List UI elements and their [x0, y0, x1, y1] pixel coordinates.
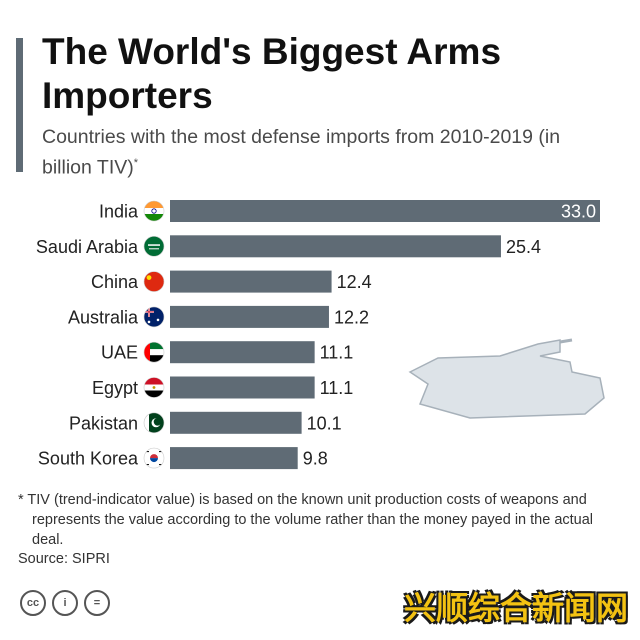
- value-label: 25.4: [506, 237, 541, 257]
- bar: [170, 235, 501, 258]
- australia-flag-icon: [143, 306, 165, 328]
- no-derivatives-icon[interactable]: =: [84, 590, 110, 616]
- value-label: 11.1: [320, 378, 354, 398]
- watermark: 兴顺综合新闻网: [403, 589, 628, 627]
- page-title: The World's Biggest Arms Importers: [42, 31, 502, 116]
- subtitle-text: Countries with the most defense imports …: [42, 126, 561, 179]
- category-label: Pakistan: [69, 413, 138, 433]
- bar: [170, 376, 315, 399]
- cc-icon[interactable]: cc: [20, 590, 46, 616]
- category-label: South Korea: [38, 449, 139, 469]
- category-label: India: [99, 202, 139, 222]
- footnote: * TIV (trend-indicator value) is based o…: [18, 490, 618, 550]
- bar: [170, 305, 329, 328]
- footnote-text: * TIV (trend-indicator value) is based o…: [18, 492, 594, 548]
- value-label: 12.4: [337, 272, 372, 292]
- bar: [170, 447, 298, 470]
- source-credit: Source: SIPRI: [18, 551, 110, 567]
- bar-chart: India 33.0 Saudi Arabia 25.4 China 12.4 Austra…: [36, 200, 605, 470]
- license-icons: cc i =: [20, 590, 110, 616]
- egypt-flag-icon: [143, 377, 165, 398]
- subtitle-footnote-mark: *: [133, 157, 139, 169]
- category-label: China: [91, 272, 139, 292]
- south-korea-flag-icon: [143, 447, 165, 469]
- tank-icon: [408, 338, 605, 419]
- value-label: 9.8: [303, 449, 328, 469]
- value-label: 10.1: [307, 413, 342, 433]
- value-label: 33.0: [561, 202, 596, 222]
- attribution-icon[interactable]: i: [52, 590, 78, 616]
- category-label: Australia: [68, 307, 139, 327]
- value-label: 11.1: [320, 343, 354, 363]
- saudi-arabia-flag-icon: [143, 235, 165, 257]
- bar: [170, 341, 315, 364]
- page-subtitle: Countries with the most defense imports …: [42, 124, 602, 181]
- category-label: Saudi Arabia: [36, 237, 139, 257]
- pakistan-flag-icon: [143, 412, 165, 434]
- india-flag-icon: [143, 200, 165, 222]
- title-accent-bar: [16, 38, 23, 172]
- bar: [170, 411, 302, 434]
- china-flag-icon: [143, 271, 165, 292]
- uae-flag-icon: [143, 341, 165, 363]
- category-label: Egypt: [92, 378, 138, 398]
- bar: [170, 270, 332, 293]
- bar: [170, 200, 600, 222]
- value-label: 12.2: [334, 307, 369, 327]
- category-label: UAE: [101, 343, 138, 363]
